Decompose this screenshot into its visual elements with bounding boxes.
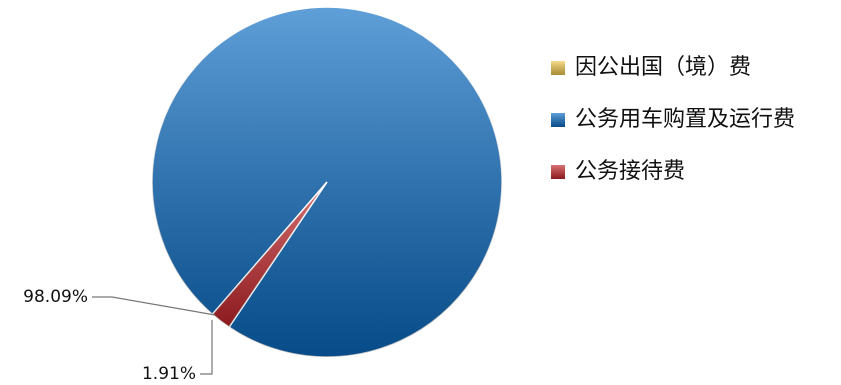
legend-swatch-shade: [551, 113, 565, 127]
legend-swatch-shade: [551, 165, 565, 179]
legend-swatch-shade: [551, 61, 565, 75]
legend-label: 公务用车购置及运行费: [575, 107, 795, 132]
leader-line: [200, 320, 213, 375]
leader-line: [92, 296, 216, 316]
legend-label: 因公出国（境）费: [575, 55, 751, 80]
data-label: 1.91%: [142, 364, 196, 384]
legend-label: 公务接待费: [575, 159, 685, 184]
data-label: 98.09%: [23, 287, 88, 307]
